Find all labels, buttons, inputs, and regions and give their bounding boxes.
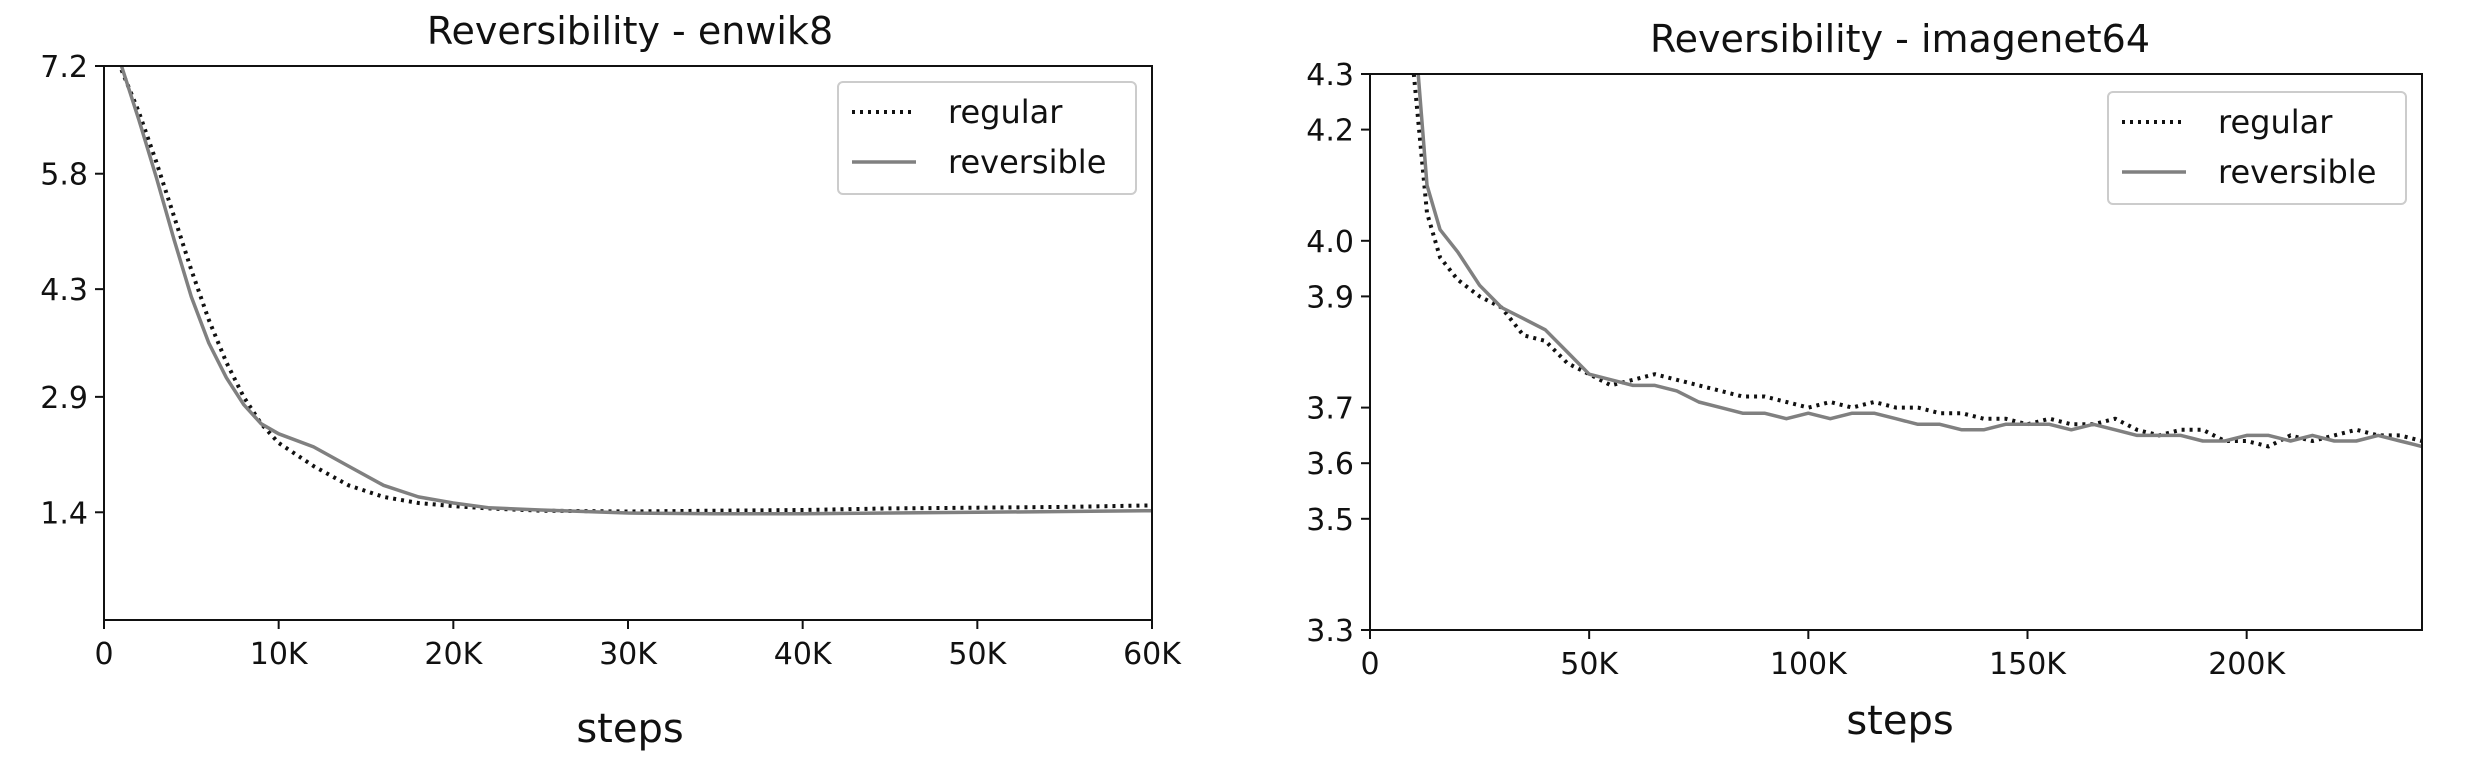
legend-label-reversible: reversible xyxy=(2218,153,2376,191)
y-tick-label: 7.2 xyxy=(40,50,88,85)
plot-area xyxy=(1369,73,2423,631)
legend: regular reversible xyxy=(837,81,1137,195)
y-tick-label: 3.7 xyxy=(1306,392,1354,427)
x-axis-label: steps xyxy=(576,706,683,752)
legend: regular reversible xyxy=(2107,91,2407,205)
axis-ticks: 0 50K 100K 150K 200K 3.3 3.5 3.6 3.7 3.9 4.0 4.2 4.3 xyxy=(1306,58,2286,682)
y-tick-label: 3.9 xyxy=(1306,280,1354,315)
chart-imagenet64: Reversibility - imagenet64 steps 0 50K 100… xyxy=(1306,17,2423,744)
y-tick-label: 4.3 xyxy=(1306,58,1354,93)
x-tick-label: 40K xyxy=(774,637,833,672)
x-tick-label: 50K xyxy=(948,637,1007,672)
x-tick-label: 50K xyxy=(1560,647,1619,682)
plot-frame xyxy=(1369,73,2423,631)
chart-enwik8: Reversibility - enwik8 steps 0 10K 20K 30K 4… xyxy=(40,9,1182,752)
axis-ticks: 0 10K 20K 30K 40K 50K 60K 1.4 2.9 4.3 5.8 7.2 xyxy=(40,50,1182,672)
x-axis-label: steps xyxy=(1846,698,1953,744)
legend-box xyxy=(2107,91,2407,205)
y-tick-label: 4.0 xyxy=(1306,225,1354,260)
series-line-reversible xyxy=(119,66,1152,516)
series-line-reversible xyxy=(1416,74,2422,449)
series-line-regular xyxy=(119,69,1152,514)
x-tick-label: 60K xyxy=(1123,637,1182,672)
y-tick-label: 5.8 xyxy=(40,158,88,193)
x-tick-label: 10K xyxy=(250,637,309,672)
x-tick-label: 150K xyxy=(1989,647,2067,682)
x-tick-label: 0 xyxy=(1360,647,1379,682)
y-tick-label: 3.3 xyxy=(1306,614,1354,649)
legend-label-reversible: reversible xyxy=(948,143,1106,181)
x-tick-label: 0 xyxy=(94,637,113,672)
y-tick-label: 3.6 xyxy=(1306,447,1354,482)
y-tick-label: 4.2 xyxy=(1306,114,1354,149)
legend-label-regular: regular xyxy=(2218,103,2333,141)
plot-frame xyxy=(103,65,1153,621)
y-tick-label: 1.4 xyxy=(40,496,88,531)
legend-box xyxy=(837,81,1137,195)
x-tick-label: 20K xyxy=(424,637,483,672)
y-tick-label: 4.3 xyxy=(40,273,88,308)
chart-title: Reversibility - enwik8 xyxy=(427,9,833,53)
chart-title: Reversibility - imagenet64 xyxy=(1650,17,2150,61)
x-tick-label: 200K xyxy=(2208,647,2286,682)
y-tick-label: 2.9 xyxy=(40,381,88,416)
x-tick-label: 100K xyxy=(1770,647,1848,682)
x-tick-label: 30K xyxy=(599,637,658,672)
plot-area xyxy=(103,65,1153,621)
y-tick-label: 3.5 xyxy=(1306,503,1354,538)
legend-label-regular: regular xyxy=(948,93,1063,131)
